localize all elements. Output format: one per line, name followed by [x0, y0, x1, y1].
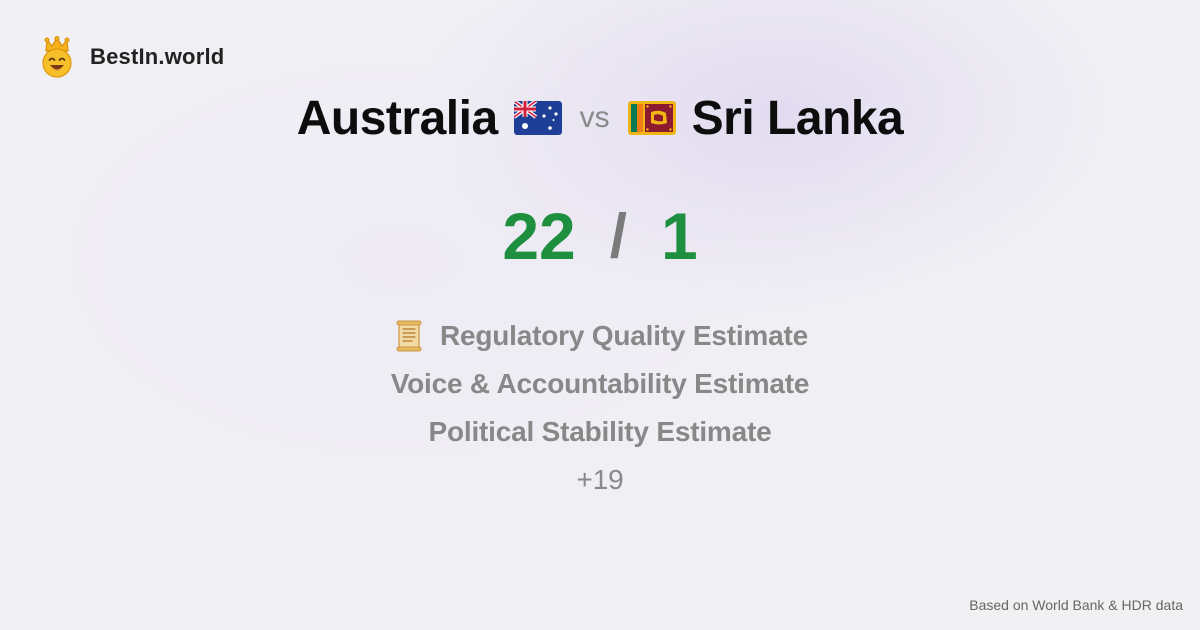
metric-item: Regulatory Quality Estimate	[392, 312, 808, 360]
right-country-name: Sri Lanka	[691, 91, 904, 145]
right-score: 1	[660, 199, 698, 273]
comparison-title: Australia vs Sri Lanka	[0, 86, 1200, 150]
sri-lanka-flag-icon	[627, 101, 676, 135]
vs-label: vs	[579, 101, 610, 134]
metrics-list: Regulatory Quality Estimate Voice & Acco…	[0, 312, 1200, 504]
more-metrics-count: +19	[577, 456, 624, 504]
score: 22 / 1	[0, 196, 1200, 276]
brand-name: BestIn.world	[90, 44, 225, 69]
metric-item: Political Stability Estimate	[429, 408, 772, 456]
brand[interactable]: BestIn.world	[38, 36, 224, 78]
crowned-smiley-icon	[42, 36, 72, 78]
metric-label: Political Stability Estimate	[428, 416, 772, 447]
metric-label: Voice & Accountability Estimate	[390, 368, 810, 399]
score-separator: /	[609, 201, 627, 271]
more-metrics-label: +19	[576, 464, 624, 495]
metric-item: Voice & Accountability Estimate	[391, 360, 810, 408]
australia-flag-icon	[513, 101, 562, 135]
left-score: 22	[502, 199, 576, 273]
data-source-note: Based on World Bank & HDR data	[969, 597, 1183, 613]
left-country-name: Australia	[296, 91, 498, 145]
scroll-icon	[396, 320, 422, 352]
metric-label: Regulatory Quality Estimate	[439, 320, 809, 351]
